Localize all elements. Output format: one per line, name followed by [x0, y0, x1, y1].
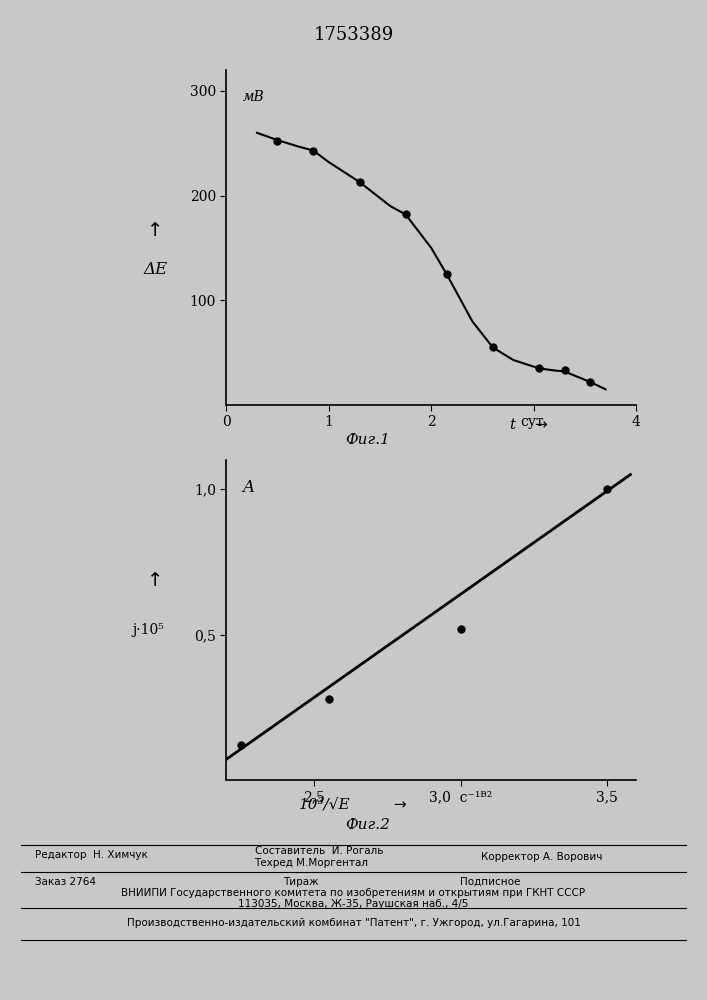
Text: мВ: мВ	[243, 90, 264, 104]
Text: j·10⁵: j·10⁵	[133, 623, 164, 637]
Text: A: A	[243, 479, 255, 496]
Text: Тираж: Тираж	[283, 877, 318, 887]
Text: ↑: ↑	[147, 570, 164, 589]
Text: Редактор  Н. Химчук: Редактор Н. Химчук	[35, 850, 148, 860]
Text: Фиг.1: Фиг.1	[345, 433, 390, 447]
Text: t: t	[509, 418, 515, 432]
Text: Подписное: Подписное	[460, 877, 520, 887]
Text: →: →	[393, 798, 406, 812]
Text: Составитель  И. Рогаль: Составитель И. Рогаль	[255, 846, 383, 856]
Text: 113035, Москва, Ж-35, Раушская наб., 4/5: 113035, Москва, Ж-35, Раушская наб., 4/5	[238, 899, 469, 909]
Text: ΔE: ΔE	[144, 261, 168, 278]
Text: ВНИИПИ Государственного комитета по изобретениям и открытиям при ГКНТ СССР: ВНИИПИ Государственного комитета по изоб…	[122, 888, 585, 898]
Text: Фиг.2: Фиг.2	[345, 818, 390, 832]
Text: 1753389: 1753389	[313, 26, 394, 44]
Text: →: →	[534, 418, 547, 432]
Text: Производственно-издательский комбинат "Патент", г. Ужгород, ул.Гагарина, 101: Производственно-издательский комбинат "П…	[127, 918, 580, 928]
Text: Заказ 2764: Заказ 2764	[35, 877, 96, 887]
Text: Корректор А. Ворович: Корректор А. Ворович	[481, 852, 602, 862]
Text: ↑: ↑	[147, 221, 164, 239]
Text: 10³/√E: 10³/√E	[299, 798, 351, 812]
Text: Техред М.Моргентал: Техред М.Моргентал	[255, 858, 368, 868]
